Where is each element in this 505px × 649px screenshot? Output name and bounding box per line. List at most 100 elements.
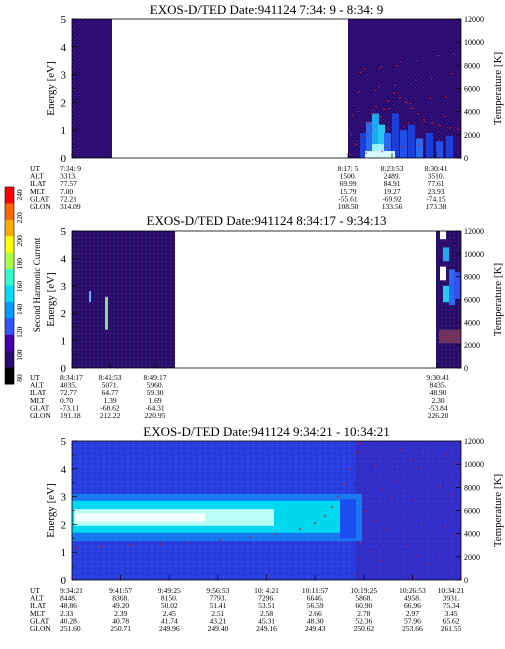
spectrogram-cell bbox=[426, 132, 433, 158]
temperature-point bbox=[399, 96, 401, 99]
table-cell: 43.21 bbox=[209, 616, 226, 625]
temperature-point bbox=[448, 565, 450, 567]
y-tick-label: 0 bbox=[61, 153, 67, 165]
table-cell: 8:49:17 bbox=[144, 373, 167, 382]
spectrogram-cell bbox=[408, 124, 415, 158]
spectrogram-cell bbox=[392, 113, 399, 158]
temperature-point bbox=[370, 551, 372, 553]
temperature-point bbox=[368, 495, 370, 497]
temperature-point bbox=[414, 499, 416, 501]
spectrogram-cell bbox=[440, 231, 446, 240]
table-row-label: ALT bbox=[30, 381, 44, 390]
y-tick-label: 5 bbox=[61, 436, 67, 448]
temperature-point bbox=[410, 458, 412, 461]
table-row-label: UT bbox=[30, 164, 40, 173]
temperature-point bbox=[189, 541, 191, 544]
temperature-point bbox=[403, 126, 405, 128]
temperature-point bbox=[363, 67, 366, 70]
temperature-point bbox=[358, 486, 360, 488]
temperature-point bbox=[445, 96, 448, 98]
temperature-point bbox=[359, 442, 361, 445]
table-cell: 1.69 bbox=[148, 396, 161, 405]
temperature-point bbox=[359, 71, 361, 73]
temperature-point bbox=[374, 89, 376, 92]
y2-tick-label: 6000 bbox=[464, 507, 480, 516]
y-axis-label: Energy [eV] bbox=[45, 483, 57, 537]
temperature-point bbox=[396, 65, 398, 67]
table-cell: -68.62 bbox=[100, 403, 120, 412]
table-cell: 7:34: 9 bbox=[60, 164, 81, 173]
temperature-point bbox=[331, 506, 333, 508]
temperature-point bbox=[409, 102, 411, 105]
temperature-point bbox=[129, 544, 131, 547]
table-cell: 8:17: 5 bbox=[337, 164, 358, 173]
chart-title: EXOS-D/TED Date:941124 7:34: 9 - 8:34: 9 bbox=[150, 2, 384, 17]
y2-tick-label: 2000 bbox=[464, 553, 480, 562]
table-cell: 66.96 bbox=[404, 601, 421, 610]
colorbar-swatch bbox=[5, 334, 14, 352]
temperature-point bbox=[99, 545, 101, 548]
table-row-label: MLT bbox=[30, 187, 46, 196]
y2-tick-label: 12000 bbox=[464, 227, 484, 236]
table-cell: 84.91 bbox=[384, 179, 401, 188]
spectrogram-segment bbox=[72, 231, 175, 368]
temperature-point bbox=[352, 114, 354, 116]
y2-tick-label: 0 bbox=[464, 364, 468, 373]
y-tick-label: 1 bbox=[61, 336, 67, 348]
temperature-point bbox=[393, 92, 395, 95]
spectrogram-cell bbox=[436, 141, 443, 158]
table-row-label: MLT bbox=[30, 396, 46, 405]
temperature-point bbox=[358, 91, 360, 93]
spectrogram-cell bbox=[449, 269, 455, 305]
table-cell: 45.31 bbox=[258, 616, 275, 625]
table-cell: 59.30 bbox=[147, 388, 164, 397]
temperature-point bbox=[365, 152, 367, 154]
spectrogram-segment bbox=[355, 441, 461, 580]
table-cell: 53.51 bbox=[258, 601, 275, 610]
temperature-point bbox=[377, 447, 379, 450]
temperature-point bbox=[431, 78, 433, 80]
table-cell: 7.00 bbox=[60, 187, 73, 196]
temperature-point bbox=[431, 122, 433, 125]
temperature-point bbox=[375, 519, 377, 522]
spectrogram-cell bbox=[372, 113, 379, 158]
table-row-label: UT bbox=[30, 586, 40, 595]
colorbar-swatch bbox=[5, 203, 14, 221]
y-tick-label: 4 bbox=[61, 253, 67, 265]
table-row-label: ALT bbox=[30, 172, 44, 181]
table-cell: 50.02 bbox=[161, 601, 178, 610]
temperature-point bbox=[434, 516, 436, 518]
y-tick-label: 3 bbox=[61, 70, 67, 82]
temperature-point bbox=[402, 562, 405, 564]
y-tick-label: 2 bbox=[61, 308, 67, 320]
colorbar-tick-label: 240 bbox=[15, 189, 24, 201]
table-cell: 3.45 bbox=[444, 609, 457, 618]
temperature-point bbox=[364, 455, 366, 457]
panel-3: 0 1 2 3 4 5 0 2000 4000 6000 8000 10000 12000 EXOS-D/… bbox=[30, 424, 504, 633]
temperature-point bbox=[400, 449, 402, 452]
temperature-point bbox=[427, 492, 429, 494]
table-cell: 41.74 bbox=[161, 616, 178, 625]
table-row-label: ILAT bbox=[30, 179, 47, 188]
spectrogram-cell bbox=[360, 132, 367, 158]
table-cell: 69.99 bbox=[340, 179, 357, 188]
table-cell: -53.84 bbox=[428, 403, 448, 412]
table-cell: 173.38 bbox=[426, 202, 447, 211]
colorbar-tick-label: 220 bbox=[15, 212, 24, 224]
table-cell: 72.21 bbox=[60, 194, 77, 203]
temperature-point bbox=[371, 113, 373, 115]
table-cell: 48.86 bbox=[60, 601, 77, 610]
table-cell: 15.79 bbox=[340, 187, 357, 196]
spectrogram-cell bbox=[446, 135, 453, 158]
temperature-point bbox=[350, 134, 353, 136]
temperature-point bbox=[439, 124, 441, 127]
panel-1: 0 1 2 3 4 5 0 2000 4000 6000 8000 10000 12000 EXOS-D/… bbox=[30, 2, 504, 211]
temperature-point bbox=[415, 79, 417, 81]
temperature-point bbox=[401, 145, 404, 148]
table-row-label: GLAT bbox=[30, 403, 50, 412]
y-tick-label: 3 bbox=[61, 492, 67, 504]
table-cell: 3510. bbox=[428, 172, 445, 181]
colorbar-tick-label: 200 bbox=[15, 235, 24, 247]
colorbar: 240 220 200 180 160 140 120 100 80 Second Harmoni… bbox=[4, 186, 42, 385]
table-cell: 9:41:57 bbox=[109, 586, 132, 595]
